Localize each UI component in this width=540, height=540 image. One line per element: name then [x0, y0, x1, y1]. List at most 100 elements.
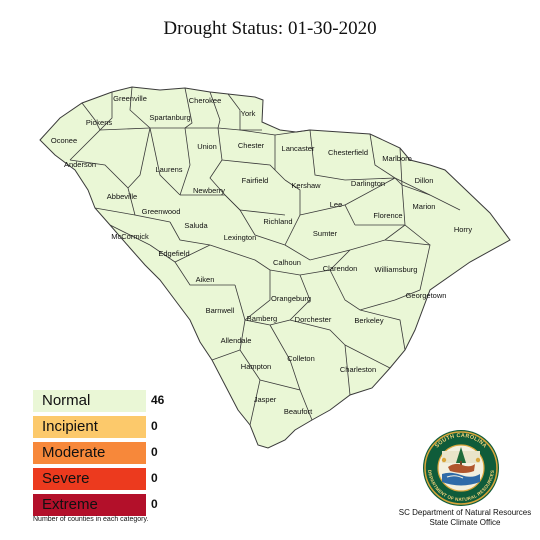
legend-row-extreme: Extreme 0 — [33, 493, 183, 519]
county-border — [209, 127, 226, 196]
county-label-clarendon: Clarendon — [323, 264, 358, 273]
credit-line-2: State Climate Office — [429, 518, 501, 527]
county-border — [269, 324, 301, 391]
county-border — [149, 127, 181, 196]
county-border — [224, 194, 286, 246]
county-label-kershaw: Kershaw — [291, 181, 321, 190]
county-border — [184, 87, 193, 129]
credit-line-1: SC Department of Natural Resources — [398, 508, 532, 517]
county-label-chesterfield: Chesterfield — [328, 148, 368, 157]
county-label-sumter: Sumter — [313, 229, 338, 238]
county-border — [394, 177, 461, 211]
county-border — [269, 274, 311, 326]
county-border — [269, 249, 351, 276]
county-border — [169, 221, 211, 246]
county-label-hampton: Hampton — [241, 362, 271, 371]
county-border — [384, 239, 431, 291]
county-label-marlboro: Marlboro — [382, 154, 412, 163]
legend-count-moderate: 0 — [151, 445, 158, 459]
county-border — [99, 92, 113, 131]
county-label-charleston: Charleston — [340, 365, 376, 374]
county-border — [344, 177, 396, 206]
county-label-richland: Richland — [263, 217, 292, 226]
legend-count-extreme: 0 — [151, 497, 158, 511]
legend-swatch-moderate: Moderate — [33, 442, 146, 464]
county-label-oconee: Oconee — [51, 136, 77, 145]
county-border — [274, 129, 311, 136]
county-label-horry: Horry — [454, 225, 473, 234]
county-label-union: Union — [197, 142, 217, 151]
county-border — [209, 91, 221, 129]
county-border — [209, 244, 271, 271]
county-label-beaufort: Beaufort — [284, 407, 313, 416]
map-title: Drought Status: 01-30-2020 — [163, 18, 377, 39]
county-label-anderson: Anderson — [64, 160, 96, 169]
county-label-marion: Marion — [413, 202, 436, 211]
legend-count-severe: 0 — [151, 471, 158, 485]
county-label-greenville: Greenville — [113, 94, 147, 103]
county-label-greenwood: Greenwood — [142, 207, 181, 216]
legend: Normal 46 Incipient 0 Moderate 0 Severe … — [33, 389, 183, 519]
county-label-lancaster: Lancaster — [282, 144, 315, 153]
legend-row-normal: Normal 46 — [33, 389, 183, 415]
county-label-lee: Lee — [330, 200, 343, 209]
county-border — [284, 179, 301, 246]
legend-note: Number of counties in each category. — [33, 516, 149, 523]
legend-swatch-severe: Severe — [33, 468, 146, 490]
legend-row-incipient: Incipient 0 — [33, 415, 183, 441]
county-border — [244, 270, 271, 321]
legend-row-moderate: Moderate 0 — [33, 441, 183, 467]
county-border — [69, 159, 129, 189]
county-border — [129, 86, 151, 129]
county-borders — [69, 86, 461, 426]
county-border — [329, 269, 396, 311]
county-label-lexington: Lexington — [224, 233, 257, 242]
county-border — [394, 289, 421, 301]
county-border — [369, 133, 396, 179]
county-border — [109, 224, 151, 246]
scdnr-seal-logo: SOUTH CAROLINA DEPARTMENT OF NATURAL RES… — [423, 430, 499, 506]
county-label-bamberg: Bamberg — [247, 314, 277, 323]
county-border — [259, 379, 313, 421]
legend-swatch-incipient: Incipient — [33, 416, 146, 438]
county-label-darlington: Darlington — [351, 179, 385, 188]
legend-swatch-extreme: Extreme — [33, 494, 146, 516]
legend-row-severe: Severe 0 — [33, 467, 183, 493]
county-labels: Greenville Cherokee York Pickens Spartanburg… — [51, 94, 473, 416]
county-border — [221, 159, 286, 181]
county-border — [284, 244, 351, 261]
county-border — [309, 129, 346, 181]
county-label-york: York — [241, 109, 256, 118]
county-label-edgefield: Edgefield — [158, 249, 189, 258]
county-label-barnwell: Barnwell — [206, 306, 235, 315]
credit: SC Department of Natural Resources State… — [390, 508, 540, 528]
county-border — [69, 102, 101, 161]
county-label-laurens: Laurens — [155, 165, 182, 174]
county-border — [99, 127, 151, 131]
county-border — [289, 319, 351, 396]
legend-count-incipient: 0 — [151, 419, 158, 433]
county-border — [359, 309, 406, 351]
county-label-florence: Florence — [373, 211, 402, 220]
county-label-dillon: Dillon — [415, 176, 434, 185]
county-border — [179, 127, 191, 196]
county-label-mccormick: McCormick — [111, 232, 149, 241]
county-label-saluda: Saluda — [184, 221, 208, 230]
county-label-newberry: Newberry — [193, 186, 225, 195]
county-label-calhoun: Calhoun — [273, 258, 301, 267]
county-label-fairfield: Fairfield — [242, 176, 269, 185]
county-border — [94, 207, 136, 216]
county-label-pickens: Pickens — [86, 118, 113, 127]
county-border — [227, 93, 262, 131]
county-label-orangeburg: Orangeburg — [271, 294, 311, 303]
county-label-jasper: Jasper — [254, 395, 277, 404]
county-border — [127, 127, 151, 189]
county-label-allendale: Allendale — [221, 336, 252, 345]
county-label-chester: Chester — [238, 141, 265, 150]
county-label-aiken: Aiken — [196, 275, 215, 284]
legend-swatch-normal: Normal — [33, 390, 146, 412]
county-label-dorchester: Dorchester — [295, 315, 332, 324]
county-label-georgetown: Georgetown — [406, 291, 447, 300]
county-border — [344, 344, 391, 369]
county-label-abbeville: Abbeville — [107, 192, 137, 201]
